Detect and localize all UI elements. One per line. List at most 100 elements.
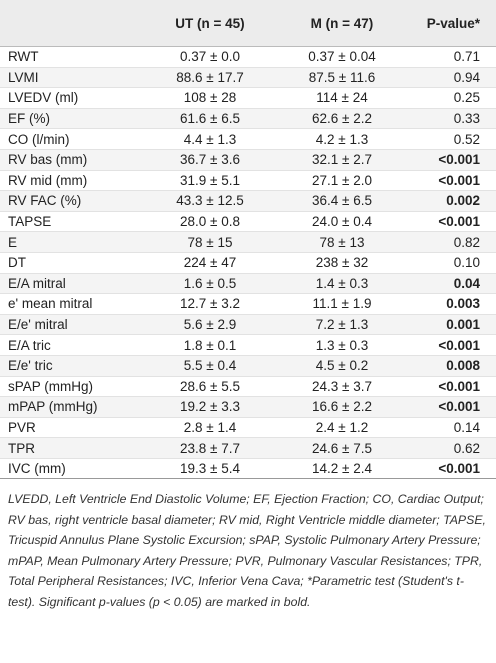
table-cell: 24.0 ± 0.4 bbox=[312, 214, 372, 230]
table-cell: E bbox=[8, 234, 18, 250]
table-row: RV mid (mm) 31.9 ± 5.1 27.1 ± 2.0 <0.001 bbox=[0, 170, 496, 191]
table-cell: e' mean mitral bbox=[8, 296, 93, 312]
table-cell: <0.001 bbox=[438, 399, 480, 415]
table-cell: RWT bbox=[8, 49, 39, 65]
table-cell: 0.62 bbox=[453, 440, 480, 456]
table-cell: 0.25 bbox=[453, 90, 480, 106]
table-cell: EF (%) bbox=[8, 111, 50, 127]
table-cell: 24.3 ± 3.7 bbox=[312, 378, 372, 394]
table-cell: <0.001 bbox=[438, 214, 480, 230]
table-cell: 0.002 bbox=[446, 193, 480, 209]
table-cell: 0.37 ± 0.04 bbox=[308, 49, 376, 65]
table-cell: 0.10 bbox=[453, 255, 480, 271]
table-cell: 7.2 ± 1.3 bbox=[315, 317, 369, 333]
table-cell: E/e' tric bbox=[8, 358, 53, 374]
table-row: E/A tric 1.8 ± 0.1 1.3 ± 0.3 <0.001 bbox=[0, 335, 496, 356]
table-row: RWT 0.37 ± 0.0 0.37 ± 0.04 0.71 bbox=[0, 47, 496, 68]
table-cell: 28.6 ± 5.5 bbox=[180, 378, 240, 394]
table-cell: RV mid (mm) bbox=[8, 172, 88, 188]
table-row: DT 224 ± 47 238 ± 32 0.10 bbox=[0, 252, 496, 274]
table-row: TPR 23.8 ± 7.7 24.6 ± 7.5 0.62 bbox=[0, 437, 496, 459]
table-row: LVMI 88.6 ± 17.7 87.5 ± 11.6 0.94 bbox=[0, 67, 496, 88]
table-row: sPAP (mmHg) 28.6 ± 5.5 24.3 ± 3.7 <0.001 bbox=[0, 376, 496, 397]
table-cell: 1.8 ± 0.1 bbox=[183, 337, 237, 353]
table-cell: 19.3 ± 5.4 bbox=[180, 461, 240, 477]
table-cell: 24.6 ± 7.5 bbox=[312, 440, 372, 456]
table-cell: 5.6 ± 2.9 bbox=[183, 317, 237, 333]
table-cell: 1.3 ± 0.3 bbox=[315, 337, 369, 353]
table-cell: 36.4 ± 6.5 bbox=[312, 193, 372, 209]
table-cell: 0.71 bbox=[453, 49, 480, 65]
header-cell: M (n = 47) bbox=[281, 0, 403, 47]
table-cell: 12.7 ± 3.2 bbox=[180, 296, 240, 312]
table-row: RV FAC (%) 43.3 ± 12.5 36.4 ± 6.5 0.002 bbox=[0, 190, 496, 212]
table-cell: 0.37 ± 0.0 bbox=[180, 49, 240, 65]
table-cell: 114 ± 24 bbox=[316, 90, 368, 106]
header-cell bbox=[0, 0, 139, 47]
table-row: E/A mitral 1.6 ± 0.5 1.4 ± 0.3 0.04 bbox=[0, 273, 496, 294]
table-cell: <0.001 bbox=[438, 378, 480, 394]
header-cell: UT (n = 45) bbox=[139, 0, 281, 47]
table-cell: 43.3 ± 12.5 bbox=[176, 193, 244, 209]
table-row: EF (%) 61.6 ± 6.5 62.6 ± 2.2 0.33 bbox=[0, 108, 496, 129]
table-cell: 27.1 ± 2.0 bbox=[312, 172, 372, 188]
table-cell: 61.6 ± 6.5 bbox=[180, 111, 240, 127]
table-cell: CO (l/min) bbox=[8, 131, 70, 147]
table-row: IVC (mm) 19.3 ± 5.4 14.2 ± 2.4 <0.001 bbox=[0, 458, 496, 479]
table-cell: 19.2 ± 3.3 bbox=[180, 399, 240, 415]
table-cell: 4.4 ± 1.3 bbox=[183, 131, 237, 147]
table-cell: IVC (mm) bbox=[8, 461, 66, 477]
table-cell: DT bbox=[8, 255, 26, 271]
table-cell: 2.4 ± 1.2 bbox=[315, 419, 369, 435]
table-cell: sPAP (mmHg) bbox=[8, 378, 94, 394]
table-cell: 224 ± 47 bbox=[183, 255, 237, 271]
table-cell: 88.6 ± 17.7 bbox=[176, 69, 244, 85]
table-cell: E/A tric bbox=[8, 337, 51, 353]
table-row: PVR 2.8 ± 1.4 2.4 ± 1.2 0.14 bbox=[0, 417, 496, 438]
table-cell: 36.7 ± 3.6 bbox=[180, 152, 240, 168]
table-cell: 78 ± 15 bbox=[187, 234, 233, 250]
table-row: mPAP (mmHg) 19.2 ± 3.3 16.6 ± 2.2 <0.001 bbox=[0, 396, 496, 418]
footnote: LVEDD, Left Ventricle End Diastolic Volu… bbox=[8, 492, 486, 609]
table-cell: E/e' mitral bbox=[8, 317, 68, 333]
table-cell: 238 ± 32 bbox=[315, 255, 369, 271]
table-cell: 28.0 ± 0.8 bbox=[180, 214, 240, 230]
table-cell: 31.9 ± 5.1 bbox=[180, 172, 240, 188]
table-cell: 5.5 ± 0.4 bbox=[183, 358, 237, 374]
table-cell: 0.14 bbox=[453, 419, 480, 435]
table-cell: 87.5 ± 11.6 bbox=[308, 69, 376, 85]
header-cell: P-value* bbox=[403, 0, 496, 47]
table-row: CO (l/min) 4.4 ± 1.3 4.2 ± 1.3 0.52 bbox=[0, 129, 496, 150]
table-row: E/e' mitral 5.6 ± 2.9 7.2 ± 1.3 0.001 bbox=[0, 314, 496, 335]
table-cell: <0.001 bbox=[438, 461, 480, 477]
table-row: TAPSE 28.0 ± 0.8 24.0 ± 0.4 <0.001 bbox=[0, 211, 496, 232]
data-table: UT (n = 45) M (n = 47) P-value* RWT 0.37 … bbox=[0, 0, 496, 479]
table-cell: 0.008 bbox=[446, 358, 480, 374]
table-cell: <0.001 bbox=[438, 172, 480, 188]
table-cell: 108 ± 28 bbox=[183, 90, 237, 106]
table-cell: 0.001 bbox=[446, 317, 480, 333]
table-cell: 23.8 ± 7.7 bbox=[180, 440, 240, 456]
table-cell: TPR bbox=[8, 440, 35, 456]
table-row: LVEDV (ml) 108 ± 28 114 ± 24 0.25 bbox=[0, 88, 496, 109]
table-cell: 32.1 ± 2.7 bbox=[312, 152, 372, 168]
table-cell: <0.001 bbox=[438, 337, 480, 353]
table-cell: 4.5 ± 0.2 bbox=[315, 358, 369, 374]
table-cell: 0.04 bbox=[453, 275, 480, 291]
table-cell: 0.94 bbox=[453, 69, 480, 85]
table-row: E/e' tric 5.5 ± 0.4 4.5 ± 0.2 0.008 bbox=[0, 355, 496, 376]
table-cell: 2.8 ± 1.4 bbox=[183, 419, 237, 435]
table-cell: 0.003 bbox=[446, 296, 480, 312]
table-cell: 1.4 ± 0.3 bbox=[315, 275, 369, 291]
table-cell: mPAP (mmHg) bbox=[8, 399, 98, 415]
table-cell: RV bas (mm) bbox=[8, 152, 88, 168]
table-cell: LVMI bbox=[8, 69, 39, 85]
table-row: RV bas (mm) 36.7 ± 3.6 32.1 ± 2.7 <0.001 bbox=[0, 149, 496, 171]
table-cell: 0.52 bbox=[453, 131, 480, 147]
table-cell: E/A mitral bbox=[8, 275, 66, 291]
table-cell: RV FAC (%) bbox=[8, 193, 82, 209]
table-cell: 0.33 bbox=[453, 111, 480, 127]
table-cell: LVEDV (ml) bbox=[8, 90, 79, 106]
table-cell: 16.6 ± 2.2 bbox=[312, 399, 372, 415]
